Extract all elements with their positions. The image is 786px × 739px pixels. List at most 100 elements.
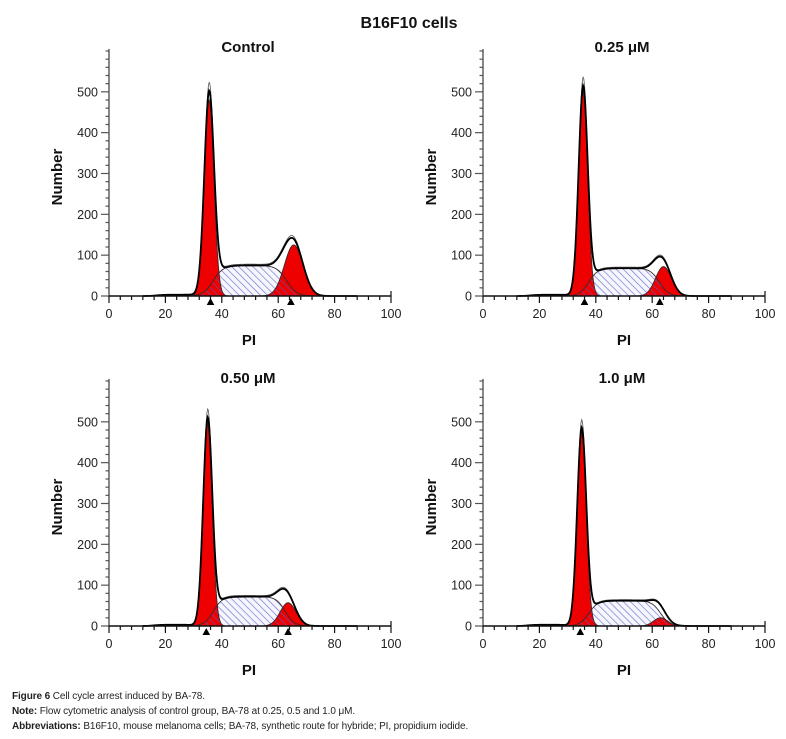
x-tick-label: 80: [702, 637, 716, 651]
x-tick-label: 40: [215, 307, 229, 321]
y-tick-label: 200: [451, 538, 472, 552]
envelope-line: [516, 82, 732, 297]
envelope-line: [142, 88, 358, 297]
peak-marker-icon: [284, 628, 292, 635]
y-tick-label: 300: [451, 497, 472, 511]
x-tick-label: 80: [328, 637, 342, 651]
x-tick-label: 100: [381, 307, 402, 321]
x-axis-label: PI: [617, 662, 631, 679]
y-tick-label: 200: [77, 538, 98, 552]
caption-line-abbreviations: Abbreviations: B16F10, mouse melanoma ce…: [12, 719, 782, 734]
component-outline: [516, 90, 732, 297]
x-tick-label: 60: [645, 307, 659, 321]
g0g1-peak-area: [516, 91, 732, 296]
figure-caption: Figure 6 Cell cycle arrest induced by BA…: [12, 689, 782, 734]
figure-canvas: B16F10 cells Control 0.25 μM 0.50 μM 1.0…: [49, 15, 775, 679]
y-tick-label: 300: [77, 497, 98, 511]
x-tick-label: 0: [106, 307, 113, 321]
peak-marker-icon: [287, 298, 295, 305]
x-tick-label: 20: [158, 307, 172, 321]
y-tick-label: 400: [77, 456, 98, 470]
caption-note-text: Flow cytometric analysis of control grou…: [39, 706, 356, 717]
peak-marker-icon: [202, 628, 211, 635]
x-tick-label: 20: [532, 307, 546, 321]
y-tick-label: 300: [451, 167, 472, 181]
panel-title: 0.50 μM: [220, 370, 275, 387]
x-tick-label: 60: [271, 307, 285, 321]
x-tick-label: 40: [589, 637, 603, 651]
x-tick-label: 40: [589, 307, 603, 321]
y-axis-label: Number: [49, 149, 66, 206]
y-tick-label: 500: [77, 85, 98, 99]
peak-marker-icon: [576, 628, 585, 635]
histogram-panel: 0 100 200 300 400 500 0 20 40 60 80 100: [77, 379, 401, 651]
peak-marker-icon: [580, 298, 589, 305]
s-phase-hatch: [516, 600, 732, 626]
caption-line-note: Note: Flow cytometric analysis of contro…: [12, 704, 782, 719]
histogram-panel: 0 100 200 300 400 500 0 20 40 60 80 100: [451, 49, 775, 321]
y-tick-label: 0: [91, 620, 98, 634]
caption-line-figure: Figure 6 Cell cycle arrest induced by BA…: [12, 689, 782, 704]
x-tick-label: 80: [702, 307, 716, 321]
y-tick-label: 0: [465, 620, 472, 634]
x-tick-label: 0: [480, 307, 487, 321]
peak-marker-icon: [656, 298, 664, 305]
x-tick-label: 60: [645, 637, 659, 651]
y-axis-label: Number: [423, 479, 440, 536]
caption-note-label: Note:: [12, 706, 38, 717]
x-tick-label: 100: [381, 637, 402, 651]
x-axis-label: PI: [242, 662, 256, 679]
caption-abbr-text: B16F10, mouse melanoma cells; BA-78, syn…: [83, 721, 469, 732]
x-tick-label: 20: [158, 637, 172, 651]
y-tick-label: 300: [77, 167, 98, 181]
y-tick-label: 400: [77, 126, 98, 140]
data-trace: [142, 81, 358, 297]
y-tick-label: 200: [451, 208, 472, 222]
peak-marker-icon: [206, 298, 215, 305]
y-tick-label: 400: [451, 126, 472, 140]
y-tick-label: 500: [451, 415, 472, 429]
x-tick-label: 0: [106, 637, 113, 651]
envelope-line: [516, 424, 732, 627]
panel-title: Control: [221, 39, 274, 56]
y-tick-label: 100: [451, 249, 472, 263]
s-phase-hatch: [142, 265, 358, 296]
x-tick-label: 100: [755, 307, 776, 321]
data-trace: [516, 75, 732, 297]
panel-title: 1.0 μM: [599, 370, 646, 387]
x-tick-label: 60: [271, 637, 285, 651]
x-tick-label: 40: [215, 637, 229, 651]
histogram-panel: 0 100 200 300 400 500 0 20 40 60 80 100: [451, 379, 775, 651]
y-tick-label: 400: [451, 456, 472, 470]
x-tick-label: 0: [480, 637, 487, 651]
g2m-peak-area: [142, 244, 358, 296]
y-tick-label: 500: [77, 415, 98, 429]
figure-title: B16F10 cells: [361, 15, 458, 32]
envelope-line: [142, 414, 358, 627]
x-tick-label: 100: [755, 637, 776, 651]
histogram-panel: 0 100 200 300 400 500 0 20 40 60 80 100: [77, 49, 401, 321]
panel-title: 0.25 μM: [594, 39, 649, 56]
y-axis-label: Number: [423, 149, 440, 206]
y-tick-label: 500: [451, 85, 472, 99]
caption-figure-text: Cell cycle arrest induced by BA-78.: [52, 691, 205, 702]
y-tick-label: 100: [77, 249, 98, 263]
component-outline: [516, 430, 732, 627]
caption-figure-label: Figure 6: [12, 691, 51, 702]
s-phase-hatch: [516, 268, 732, 296]
s-phase-hatch: [142, 596, 358, 626]
y-tick-label: 200: [77, 208, 98, 222]
x-tick-label: 80: [328, 307, 342, 321]
x-tick-label: 20: [532, 637, 546, 651]
y-tick-label: 0: [465, 290, 472, 304]
data-trace: [516, 418, 732, 627]
y-axis-label: Number: [49, 479, 66, 536]
caption-abbr-label: Abbreviations:: [12, 721, 81, 732]
data-trace: [142, 407, 358, 627]
y-tick-label: 0: [91, 290, 98, 304]
x-axis-label: PI: [242, 332, 256, 349]
y-tick-label: 100: [451, 579, 472, 593]
g0g1-peak-area: [516, 432, 732, 626]
x-axis-label: PI: [617, 332, 631, 349]
y-tick-label: 100: [77, 579, 98, 593]
